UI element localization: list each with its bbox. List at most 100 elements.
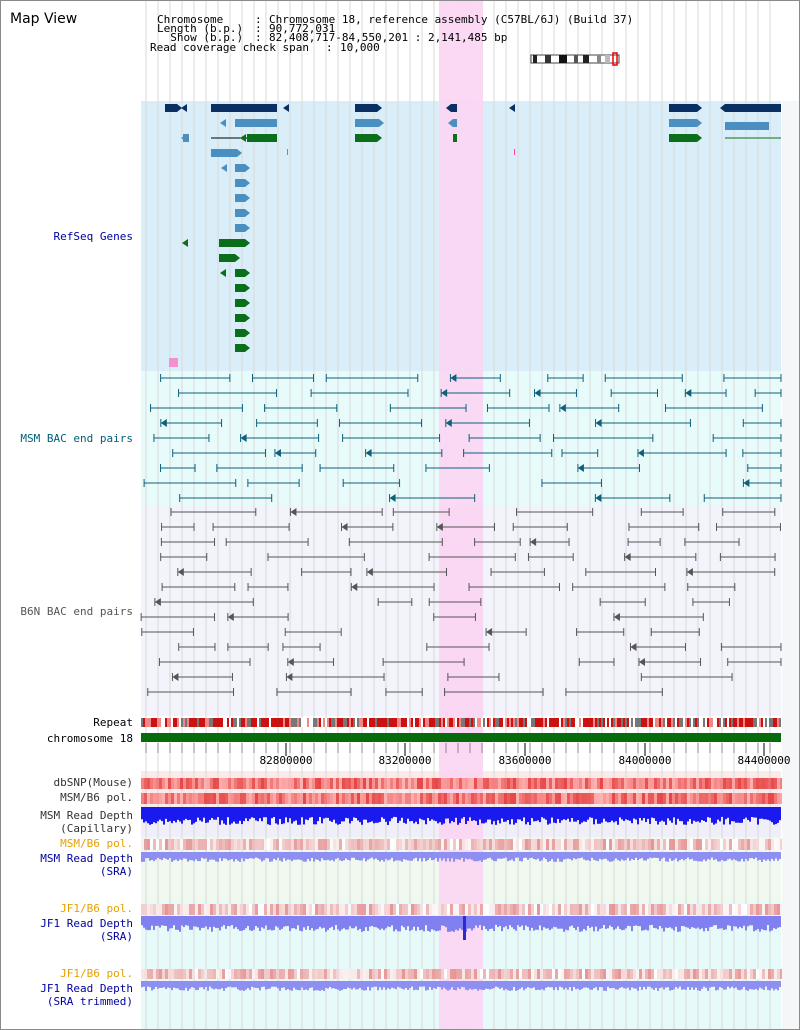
read-depth-bar bbox=[141, 852, 143, 862]
polymorphism-heat bbox=[453, 969, 456, 979]
polymorphism-heat bbox=[162, 969, 165, 979]
polymorphism-heat bbox=[681, 904, 684, 915]
polymorphism-heat bbox=[306, 793, 309, 804]
track-label-jf1-b6-pol-2[interactable]: JF1/B6 pol. bbox=[60, 967, 133, 980]
polymorphism-heat bbox=[522, 904, 525, 915]
read-depth-bar bbox=[297, 916, 299, 926]
repeat-element bbox=[727, 718, 729, 727]
read-depth-bar bbox=[701, 807, 703, 821]
read-depth-bar bbox=[591, 916, 593, 927]
polymorphism-heat bbox=[318, 839, 321, 850]
track-label-dbsnp[interactable]: dbSNP(Mouse) bbox=[53, 776, 133, 789]
read-depth-bar bbox=[455, 852, 457, 860]
read-depth-bar bbox=[511, 852, 513, 860]
polymorphism-heat bbox=[333, 778, 336, 789]
read-depth-bar bbox=[469, 807, 471, 818]
polymorphism-heat bbox=[489, 839, 492, 850]
repeat-element bbox=[177, 718, 179, 727]
repeat-element bbox=[351, 718, 353, 727]
read-depth-bar bbox=[465, 981, 467, 990]
repeat-element bbox=[209, 718, 211, 727]
polymorphism-heat bbox=[342, 969, 345, 979]
ideogram-band bbox=[533, 55, 537, 63]
read-depth-bar bbox=[609, 916, 611, 926]
track-label-b6n-bac[interactable]: B6N BAC end pairs bbox=[20, 605, 133, 618]
polymorphism-heat bbox=[399, 793, 402, 804]
polymorphism-heat bbox=[177, 793, 180, 804]
polymorphism-heat bbox=[735, 839, 738, 850]
polymorphism-heat bbox=[726, 778, 729, 789]
polymorphism-heat bbox=[309, 778, 312, 789]
read-depth-bar bbox=[637, 981, 639, 991]
read-depth-bar bbox=[449, 981, 451, 990]
read-depth-bar bbox=[209, 916, 211, 928]
read-depth-bar bbox=[641, 981, 643, 990]
track-label-repeat[interactable]: Repeat bbox=[93, 716, 133, 729]
read-depth-bar bbox=[183, 981, 185, 991]
read-depth-bar bbox=[471, 981, 473, 990]
repeat-element bbox=[673, 718, 675, 727]
polymorphism-heat bbox=[543, 793, 546, 804]
read-depth-bar bbox=[415, 981, 417, 990]
read-depth-bar bbox=[357, 981, 359, 990]
polymorphism-heat bbox=[381, 839, 384, 850]
read-depth-bar bbox=[241, 852, 243, 859]
polymorphism-heat bbox=[528, 778, 531, 789]
track-label-msm-bac[interactable]: MSM BAC end pairs bbox=[20, 432, 133, 445]
polymorphism-heat bbox=[426, 793, 429, 804]
track-label-msm-b6-pol-2[interactable]: MSM/B6 pol. bbox=[60, 837, 133, 850]
repeat-element bbox=[475, 718, 477, 727]
track-label-jf1-b6-pol[interactable]: JF1/B6 pol. bbox=[60, 902, 133, 915]
polymorphism-heat bbox=[399, 778, 402, 789]
read-depth-bar bbox=[423, 981, 425, 987]
read-depth-bar bbox=[659, 981, 661, 989]
read-depth-bar bbox=[209, 807, 211, 820]
polymorphism-heat bbox=[312, 904, 315, 915]
read-depth-bar bbox=[553, 807, 555, 823]
track-label-chromosome[interactable]: chromosome 18 bbox=[46, 732, 133, 745]
polymorphism-heat bbox=[690, 793, 693, 804]
repeat-element bbox=[367, 718, 369, 727]
polymorphism-heat bbox=[570, 778, 573, 789]
polymorphism-heat bbox=[219, 793, 222, 804]
read-depth-bar bbox=[149, 916, 151, 931]
track-label-refseq-genes[interactable]: RefSeq Genes bbox=[53, 230, 133, 243]
read-depth-bar bbox=[449, 916, 451, 932]
polymorphism-heat bbox=[414, 904, 417, 915]
read-depth-bar bbox=[759, 981, 761, 988]
read-depth-bar bbox=[751, 916, 753, 926]
repeat-element bbox=[499, 718, 501, 727]
track-label-msm-b6-pol[interactable]: MSM/B6 pol. bbox=[60, 791, 133, 804]
polymorphism-heat bbox=[453, 793, 456, 804]
read-depth-bar bbox=[407, 807, 409, 819]
track-label-msm-depth-sra[interactable]: MSM Read Depth bbox=[40, 852, 133, 865]
read-depth-bar bbox=[707, 981, 709, 991]
polymorphism-heat bbox=[504, 793, 507, 804]
polymorphism-heat bbox=[165, 969, 168, 979]
read-depth-bar bbox=[559, 807, 561, 823]
read-depth-bar bbox=[513, 852, 515, 862]
read-depth-bar bbox=[331, 981, 333, 989]
gene-strand-arrow bbox=[446, 104, 451, 112]
polymorphism-heat bbox=[480, 904, 483, 915]
read-depth-bar bbox=[681, 981, 683, 990]
repeat-element bbox=[547, 718, 549, 727]
read-depth-bar bbox=[165, 916, 167, 926]
read-depth-bar bbox=[763, 852, 765, 860]
read-depth-bar bbox=[163, 916, 165, 926]
polymorphism-heat bbox=[324, 969, 327, 979]
read-depth-bar bbox=[747, 807, 749, 820]
polymorphism-heat bbox=[645, 969, 648, 979]
track-label-jf1-depth[interactable]: JF1 Read Depth bbox=[40, 917, 133, 930]
repeat-element bbox=[147, 718, 149, 727]
polymorphism-heat bbox=[609, 778, 612, 789]
read-depth-bar bbox=[299, 916, 301, 931]
read-depth-bar bbox=[467, 916, 469, 929]
track-label-msm-depth-capillary[interactable]: MSM Read Depth bbox=[40, 809, 133, 822]
read-depth-bar bbox=[403, 807, 405, 823]
polymorphism-heat bbox=[249, 969, 252, 979]
read-depth-bar bbox=[497, 916, 499, 928]
read-depth-bar bbox=[449, 807, 451, 824]
track-label-jf1-trimmed[interactable]: JF1 Read Depth bbox=[40, 982, 133, 995]
polymorphism-heat bbox=[684, 839, 687, 850]
